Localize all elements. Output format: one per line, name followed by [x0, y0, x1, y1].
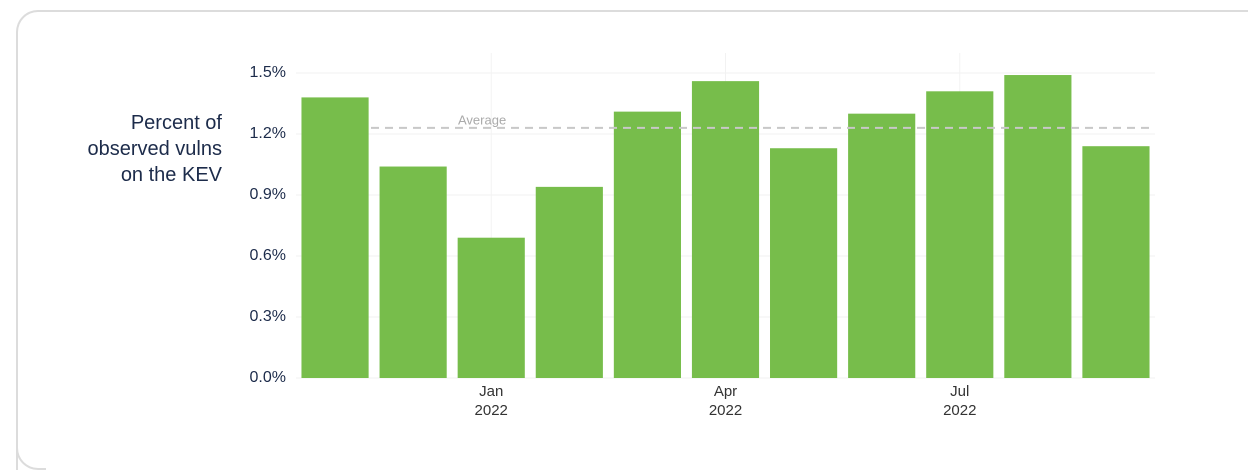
- bar: [691, 81, 760, 378]
- y-tick-label: 0.3%: [250, 308, 286, 325]
- bar: [926, 91, 994, 379]
- x-tick-label: Jul 2022: [943, 383, 977, 419]
- bar: [535, 186, 603, 378]
- bar: [457, 237, 525, 378]
- bar: [770, 148, 838, 378]
- y-tick-label: 0.6%: [250, 247, 286, 264]
- x-tick-label: Jan 2022: [474, 383, 508, 419]
- bar: [301, 97, 369, 379]
- x-tick-label: Apr 2022: [708, 383, 743, 419]
- y-tick-label: 1.5%: [250, 64, 286, 81]
- y-tick-label: 0.9%: [250, 186, 286, 203]
- card: [16, 10, 1248, 470]
- bar: [1082, 146, 1150, 378]
- y-axis-label: Percent of observed vulns on the KEV: [87, 112, 222, 186]
- card-corner: [16, 440, 46, 470]
- average-label: Average: [458, 112, 506, 127]
- y-tick-label: 1.2%: [250, 125, 286, 142]
- bar: [613, 111, 681, 378]
- bar: [848, 113, 916, 379]
- y-tick-label: 0.0%: [250, 369, 286, 386]
- bar: [1004, 75, 1072, 379]
- bar: [379, 166, 447, 378]
